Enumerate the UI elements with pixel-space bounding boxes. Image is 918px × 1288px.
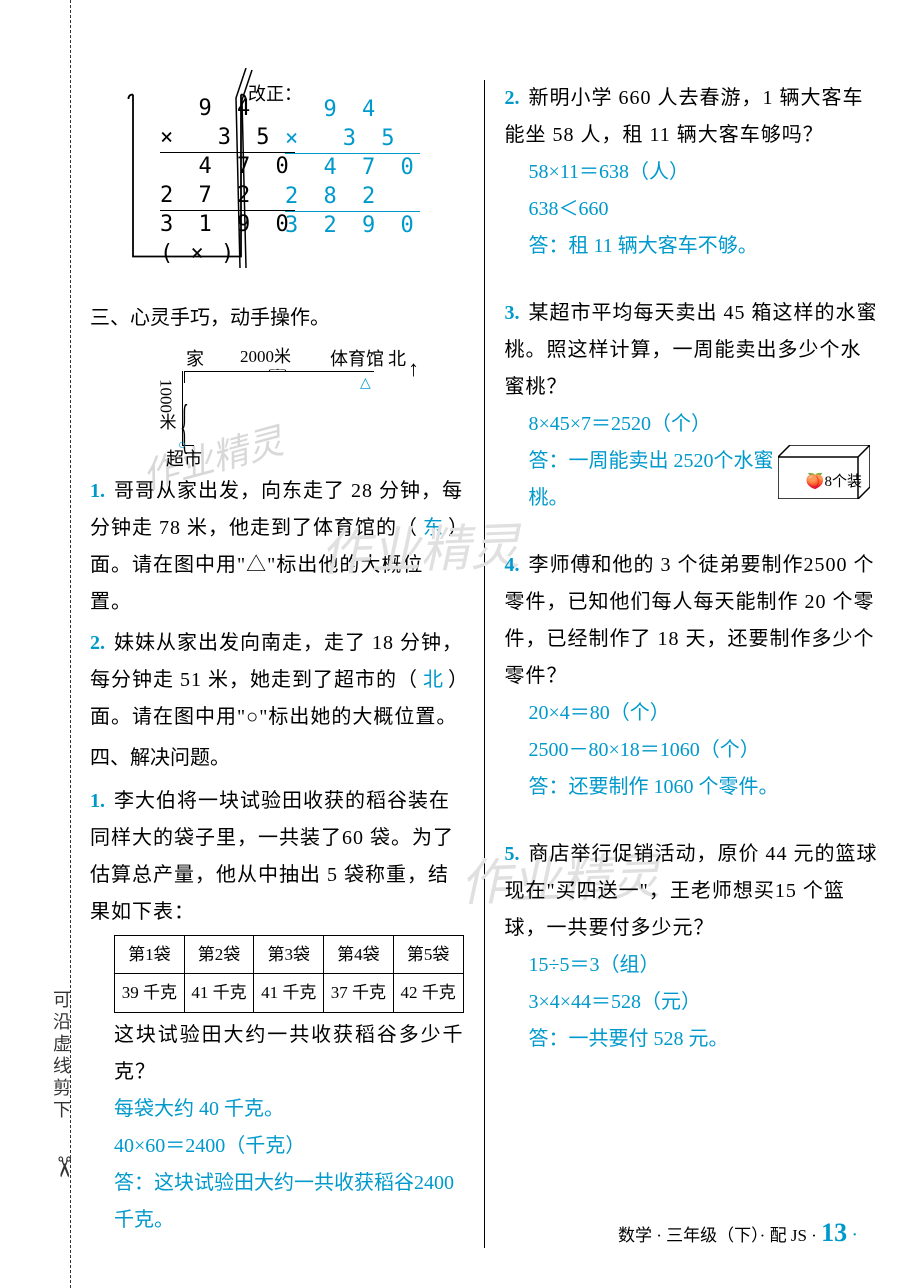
- section4-q5: 5.商店举行促销活动，原价 44 元的篮球现在"买四送一"，王老师想买15 个篮…: [505, 836, 879, 1058]
- table-cell: 37 千克: [324, 974, 394, 1012]
- calc-row: 3 2 9 0: [285, 212, 420, 241]
- answer-text: 答：这块试验田大约一共收获稻谷2400 千克。: [90, 1165, 464, 1239]
- problem-text: 哥哥从家出发，向东走了 28 分钟，每分钟走 78 米，他走到了体育馆的（: [90, 480, 463, 539]
- column-divider: [484, 80, 485, 1248]
- answer-text: 东: [418, 517, 448, 539]
- problem-number: 3.: [505, 295, 529, 332]
- table-header: 第2袋: [184, 936, 254, 974]
- problem-text: 商店举行促销活动，原价 44 元的篮球现在"买四送一"，王老师想买15 个篮球，…: [505, 843, 878, 939]
- right-column: 2.新明小学 660 人去春游，1 辆大客车能坐 58 人，租 11 辆大客车够…: [505, 80, 879, 1248]
- footer-dot: ·: [851, 1224, 858, 1246]
- table-row: 39 千克 41 千克 41 千克 37 千克 42 千克: [115, 974, 464, 1012]
- problem-number: 2.: [90, 625, 114, 662]
- problem-text: 李大伯将一块试验田收获的稻谷装在同样大的袋子里，一共装了60 袋。为了估算总产量…: [90, 790, 454, 923]
- problem-text: 新明小学 660 人去春游，1 辆大客车能坐 58 人，租 11 辆大客车够吗？: [505, 87, 864, 146]
- problem-text: 妹妹从家出发向南走，走了 18 分钟，每分钟走 51 米，她走到了超市的（: [90, 632, 463, 691]
- table-row: 第1袋 第2袋 第3袋 第4袋 第5袋: [115, 936, 464, 974]
- answer-text: 15÷5＝3（组）: [505, 947, 879, 984]
- table-cell: 42 千克: [393, 974, 463, 1012]
- table-header: 第1袋: [115, 936, 185, 974]
- north-arrow-icon: ↑: [408, 349, 419, 390]
- triangle-marker-icon: △: [360, 371, 371, 397]
- page-footer: 数学 · 三年级（下）· 配 JS · 13 ·: [618, 1218, 858, 1248]
- problem-text: 李师傅和他的 3 个徒弟要制作2500 个零件，已知他们每人每天能制作 20 个…: [505, 554, 875, 687]
- answer-text: 每袋大约 40 千克。: [90, 1091, 464, 1128]
- section3-q2: 2.妹妹从家出发向南走，走了 18 分钟，每分钟走 51 米，她走到了超市的（ …: [90, 625, 464, 736]
- answer-text: 3×4×44＝528（元）: [505, 984, 879, 1021]
- section4-q3: 3.某超市平均每天卖出 45 箱这样的水蜜桃。照这样计算，一周能卖出多少个水蜜桃…: [505, 295, 879, 517]
- table-cell: 39 千克: [115, 974, 185, 1012]
- table-container: 第1袋 第2袋 第3袋 第4袋 第5袋 39 千克 41 千克 41 千克 37…: [90, 935, 464, 1013]
- direction-diagram: 家 2000米 体育馆 北 ↑ ︷ △ { 1000米 ○ 超市: [150, 343, 430, 463]
- cut-label: 可沿虚线剪下: [48, 990, 74, 1122]
- table-cell: 41 千克: [254, 974, 324, 1012]
- section-3-title: 三、心灵手巧，动手操作。: [90, 300, 464, 337]
- answer-text: 638＜660: [505, 191, 879, 228]
- answer-text: 2500－80×18＝1060（个）: [505, 732, 879, 769]
- footer-text: 数学 · 三年级（下）· 配 JS ·: [618, 1226, 817, 1245]
- page-container: 改正： 9 4 × 3 5 4 7 0 2 7 2 3 1 9 0 ( × ) …: [90, 80, 878, 1248]
- table-cell: 41 千克: [184, 974, 254, 1012]
- problem-number: 4.: [505, 547, 529, 584]
- problem-question: 这块试验田大约一共收获稻谷多少千克？: [90, 1017, 464, 1091]
- north-label: 北: [388, 343, 406, 376]
- answer-text: 20×4＝80（个）: [505, 695, 879, 732]
- answer-text: 58×11＝638（人）: [505, 154, 879, 191]
- answer-text: 答：还要制作 1060 个零件。: [505, 769, 879, 806]
- weight-table: 第1袋 第2袋 第3袋 第4袋 第5袋 39 千克 41 千克 41 千克 37…: [114, 935, 464, 1013]
- table-header: 第3袋: [254, 936, 324, 974]
- section4-q1: 1.李大伯将一块试验田收获的稻谷装在同样大的袋子里，一共装了60 袋。为了估算总…: [90, 783, 464, 1239]
- answer-text: 8×45×7＝2520（个）: [505, 406, 879, 443]
- box-label: 🍑8个装: [806, 469, 862, 497]
- table-header: 第4袋: [324, 936, 394, 974]
- answer-text: 40×60＝2400（千克）: [90, 1128, 464, 1165]
- section-4-title: 四、解决问题。: [90, 740, 464, 777]
- problem-number: 1.: [90, 783, 114, 820]
- horizontal-line: [184, 371, 374, 383]
- scissors-icon: ✂: [47, 1155, 81, 1178]
- corrected-calculation: 9 4 × 3 5 4 7 0 2 8 2 3 2 9 0: [285, 85, 420, 241]
- problem-number: 5.: [505, 836, 529, 873]
- answer-text: 答：一共要付 528 元。: [505, 1021, 879, 1058]
- section4-q2: 2.新明小学 660 人去春游，1 辆大客车能坐 58 人，租 11 辆大客车够…: [505, 80, 879, 265]
- calc-row: × 3 5: [285, 125, 420, 155]
- vertical-distance: 1000米: [150, 379, 181, 430]
- page-number: 13: [821, 1218, 847, 1247]
- problem-number: 1.: [90, 473, 114, 510]
- straw-icon: [228, 68, 254, 278]
- table-header: 第5袋: [393, 936, 463, 974]
- market-label: 超市: [166, 443, 202, 476]
- section3-q1: 1.哥哥从家出发，向东走了 28 分钟，每分钟走 78 米，他走到了体育馆的（ …: [90, 473, 464, 621]
- section4-q4: 4.李师傅和他的 3 个徒弟要制作2500 个零件，已知他们每人每天能制作 20…: [505, 547, 879, 806]
- problem-text: 某超市平均每天卖出 45 箱这样的水蜜桃。照这样计算，一周能卖出多少个水蜜桃？: [505, 302, 878, 398]
- calculation-correction-box: 改正： 9 4 × 3 5 4 7 0 2 7 2 3 1 9 0 ( × ) …: [110, 80, 400, 290]
- left-column: 改正： 9 4 × 3 5 4 7 0 2 7 2 3 1 9 0 ( × ) …: [90, 80, 464, 1248]
- calc-row: 9 4: [285, 96, 420, 125]
- answer-text: 答：租 11 辆大客车不够。: [505, 228, 879, 265]
- calc-row: 4 7 0: [285, 154, 420, 183]
- calc-row: 2 8 2: [285, 183, 420, 213]
- answer-text: 北: [418, 669, 448, 691]
- problem-number: 2.: [505, 80, 529, 117]
